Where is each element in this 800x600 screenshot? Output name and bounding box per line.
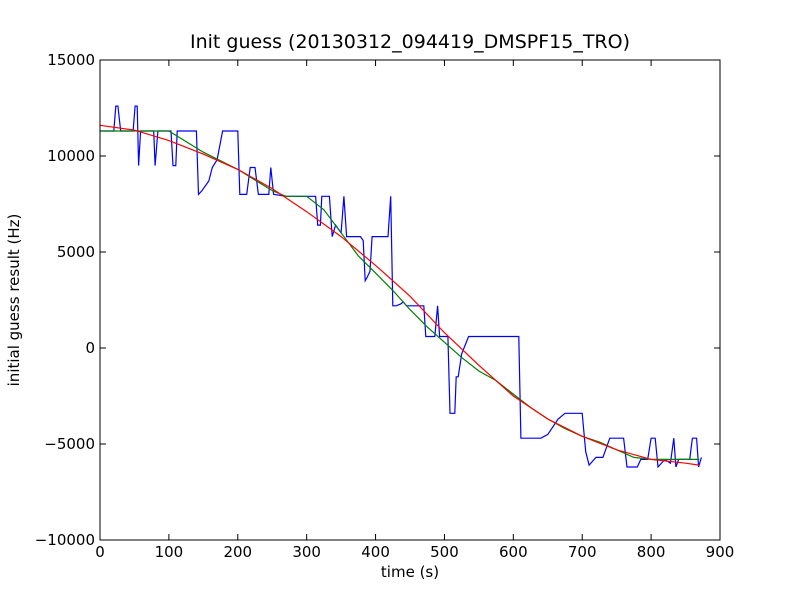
x-axis: 0 100 200 300 400 500 600 700 800 900 (95, 60, 734, 561)
x-tick-label: 200 (223, 543, 252, 561)
x-tick-label: 0 (95, 543, 105, 561)
x-tick-label: 900 (706, 543, 735, 561)
series-line-3 (99, 124, 700, 466)
series-layer (99, 105, 702, 469)
x-tick-label: 300 (292, 543, 321, 561)
x-axis-label: time (s) (381, 563, 439, 581)
plot-frame (99, 59, 721, 541)
y-tick-label: 15000 (47, 51, 95, 69)
x-tick-label: 500 (430, 543, 459, 561)
y-tick-label: 10000 (47, 147, 95, 165)
y-axis-label: initial guess result (Hz) (5, 214, 23, 387)
y-tick-label: 5000 (57, 243, 95, 261)
y-tick-label: −5000 (44, 435, 95, 453)
series-line-1 (100, 105, 702, 469)
y-tick-label: −10000 (35, 531, 95, 549)
x-tick-label: 800 (637, 543, 666, 561)
x-tick-label: 100 (155, 543, 184, 561)
x-tick-label: 700 (568, 543, 597, 561)
x-tick-label: 600 (499, 543, 528, 561)
chart-title: Init guess (20130312_094419_DMSPF15_TRO) (190, 31, 630, 53)
plot-area: 0 100 200 300 400 500 600 700 800 900 −10000 −5000… (35, 51, 735, 561)
y-axis: −10000 −5000 0 5000 10000 15000 (35, 51, 720, 549)
x-tick-label: 400 (361, 543, 390, 561)
y-tick-label: 0 (85, 339, 95, 357)
